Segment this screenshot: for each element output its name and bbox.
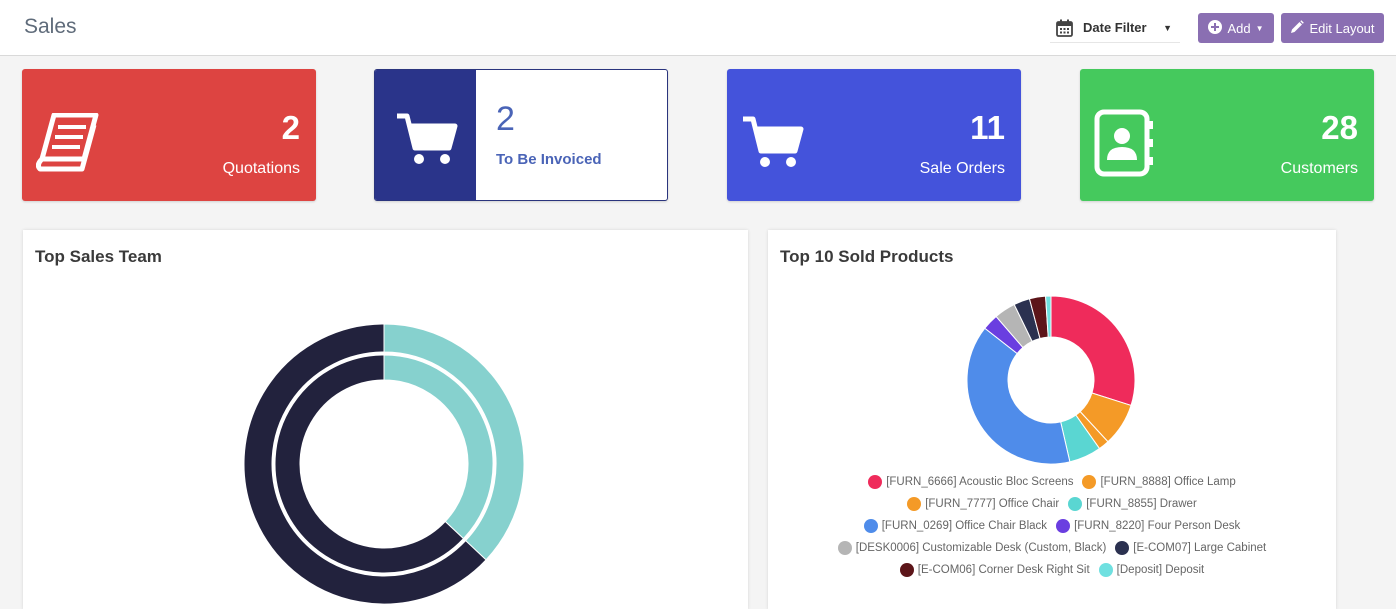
legend-label: [FURN_6666] Acoustic Bloc Screens <box>886 476 1074 488</box>
product-slice-5[interactable] <box>966 327 1071 465</box>
quotations-card[interactable]: 2 Quotations <box>22 69 316 201</box>
legend-label: [E-COM07] Large Cabinet <box>1133 542 1267 554</box>
caret-down-icon: ▼ <box>1163 22 1172 33</box>
book-icon <box>35 112 100 178</box>
chart-legend: [FURN_6666] Acoustic Bloc Screens [FURN_8… <box>768 471 1336 581</box>
legend-row: [FURN_0269] Office Chair Black [FURN_8220… <box>768 515 1336 537</box>
legend-swatch <box>1056 519 1071 533</box>
legend-item[interactable]: [FURN_7777] Office Chair <box>907 497 1059 511</box>
legend-swatch <box>1115 541 1130 555</box>
plus-circle-icon <box>1208 19 1223 37</box>
legend-swatch <box>1068 497 1083 511</box>
edit-layout-label: Edit Layout <box>1309 20 1375 36</box>
sales-team-inner-slice-2[interactable] <box>274 354 465 574</box>
legend-item[interactable]: [FURN_8220] Four Person Desk <box>1056 519 1240 533</box>
legend-label: [E-COM06] Corner Desk Right Sit <box>917 564 1090 576</box>
contact-book-icon <box>1094 109 1156 182</box>
legend-swatch <box>837 541 852 555</box>
customers-count: 28 <box>1321 109 1358 146</box>
panel-title: Top 10 Sold Products <box>780 247 954 266</box>
date-filter-dropdown[interactable]: Date Filter ▼ <box>1050 13 1180 43</box>
legend-item[interactable]: [E-COM06] Corner Desk Right Sit <box>899 563 1090 577</box>
legend-item[interactable]: [FURN_8855] Drawer <box>1068 497 1197 511</box>
panel-title: Top Sales Team <box>35 247 162 266</box>
legend-row: [DESK0006] Customizable Desk (Custom, Bl… <box>768 537 1336 559</box>
date-filter-label: Date Filter <box>1083 20 1147 35</box>
product-slice-10[interactable] <box>1045 295 1052 338</box>
product-slice-1[interactable] <box>1050 295 1136 407</box>
legend-label: [FURN_7777] Office Chair <box>925 498 1060 510</box>
customers-card[interactable]: 28 Customers <box>1080 69 1374 201</box>
legend-swatch <box>899 563 914 577</box>
sales-team-donut-chart <box>243 323 525 605</box>
top-sales-team-panel: Top Sales Team <box>23 230 748 609</box>
legend-label: [FURN_8888] Office Lamp <box>1100 476 1236 488</box>
top-products-panel: Top 10 Sold Products [FURN_6666] Acousti… <box>768 230 1336 609</box>
legend-label: [FURN_0269] Office Chair Black <box>881 520 1048 532</box>
legend-label: [FURN_8220] Four Person Desk <box>1074 520 1241 532</box>
legend-row: [FURN_6666] Acoustic Bloc Screens [FURN_8… <box>768 471 1336 493</box>
to-be-invoiced-card[interactable]: 2 To Be Invoiced <box>374 69 668 201</box>
add-label: Add <box>1227 20 1251 36</box>
legend-item[interactable]: [FURN_0269] Office Chair Black <box>863 519 1048 533</box>
edit-layout-button[interactable]: Edit Layout <box>1281 13 1384 43</box>
card-icon-block <box>375 70 476 200</box>
legend-item[interactable]: [DESK0006] Customizable Desk (Custom, Bl… <box>837 541 1107 555</box>
products-donut-chart <box>966 295 1136 465</box>
sale-orders-card[interactable]: 11 Sale Orders <box>727 69 1021 201</box>
sales-team-outer-slice-2[interactable] <box>243 323 487 605</box>
quotations-label: Quotations <box>222 160 300 177</box>
legend-row: [FURN_7777] Office Chair [FURN_8855] Draw… <box>768 493 1336 515</box>
cart-icon <box>741 115 805 176</box>
legend-item[interactable]: [Deposit] Deposit <box>1098 563 1205 577</box>
add-button[interactable]: Add ▼ <box>1198 13 1274 43</box>
sale-orders-count: 11 <box>970 109 1005 146</box>
legend-label: [Deposit] Deposit <box>1116 564 1205 576</box>
page-title: Sales <box>24 15 77 38</box>
legend-label: [DESK0006] Customizable Desk (Custom, Bl… <box>855 542 1107 554</box>
legend-swatch <box>1082 475 1097 489</box>
calendar-icon <box>1056 19 1073 37</box>
legend-swatch <box>863 519 878 533</box>
to-be-invoiced-label: To Be Invoiced <box>496 151 602 168</box>
sale-orders-label: Sale Orders <box>919 160 1005 177</box>
legend-item[interactable]: [FURN_8888] Office Lamp <box>1082 475 1236 489</box>
customers-label: Customers <box>1280 160 1358 177</box>
top-bar: Sales Date Filter ▼ <box>0 0 1396 56</box>
legend-item[interactable]: [FURN_6666] Acoustic Bloc Screens <box>868 475 1073 489</box>
legend-swatch <box>1098 563 1113 577</box>
legend-item[interactable]: [E-COM07] Large Cabinet <box>1115 541 1266 555</box>
pencil-icon <box>1290 19 1305 37</box>
legend-label: [FURN_8855] Drawer <box>1086 498 1197 510</box>
legend-row: [E-COM06] Corner Desk Right Sit [Deposit]… <box>768 559 1336 581</box>
legend-swatch <box>907 497 922 511</box>
quotations-count: 2 <box>281 109 300 146</box>
caret-down-icon: ▼ <box>1255 23 1264 33</box>
cart-icon <box>395 112 459 173</box>
legend-swatch <box>868 475 883 489</box>
to-be-invoiced-count: 2 <box>496 100 515 138</box>
